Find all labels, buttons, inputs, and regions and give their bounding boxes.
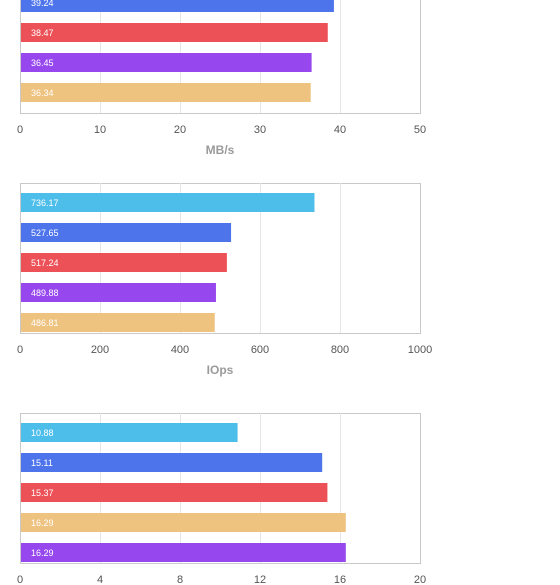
bar-value-label: 15.37 [31, 488, 54, 498]
bar [21, 483, 328, 502]
bar-value-label: 517.24 [31, 258, 59, 268]
x-tick-label: 30 [254, 124, 266, 136]
x-tick-label: 12 [254, 574, 266, 585]
x-tick-label: 0 [17, 124, 23, 136]
bar-value-label: 489.88 [31, 288, 59, 298]
bar-value-label: 736.17 [31, 198, 59, 208]
x-tick-label: 0 [17, 344, 23, 356]
x-tick-label: 16 [334, 574, 346, 585]
bar-value-label: 15.11 [31, 458, 53, 468]
x-tick-label: 600 [251, 344, 269, 356]
x-tick-label: 8 [177, 574, 183, 585]
bar-value-label: 16.29 [31, 548, 54, 558]
x-tick-label: 20 [414, 574, 426, 585]
x-tick-label: 40 [334, 124, 346, 136]
chart-3: 0 4 8 12 16 20 10.88 15.11 15.37 16.29 16.29 [17, 413, 426, 585]
x-tick-label: 10 [94, 124, 106, 136]
bar-value-label: 36.34 [31, 88, 54, 98]
bar-value-label: 36.45 [31, 58, 54, 68]
bar [21, 83, 311, 102]
bar [21, 313, 215, 332]
x-axis-label: IOps [207, 363, 234, 377]
bar-value-label: 16.29 [31, 518, 54, 528]
bar [21, 283, 216, 302]
x-tick-label: 800 [331, 344, 349, 356]
x-tick-label: 4 [97, 574, 103, 585]
bar [21, 253, 227, 272]
chart-2: 0 200 400 600 800 1000 736.17 527.65 517.24 489.8… [17, 183, 432, 377]
chart-1: 0 10 20 30 40 50 39.24 38.47 36.45 36.34 MB/s [17, 0, 426, 157]
bar [21, 453, 323, 472]
bar [21, 23, 328, 42]
x-tick-label: 400 [171, 344, 189, 356]
bar [21, 543, 346, 562]
bar [21, 53, 312, 72]
x-tick-label: 200 [91, 344, 109, 356]
x-tick-label: 50 [414, 124, 426, 136]
bar-value-label: 38.47 [31, 28, 54, 38]
x-tick-label: 0 [17, 574, 23, 585]
bar-value-label: 39.24 [31, 0, 54, 8]
bar-value-label: 527.65 [31, 228, 59, 238]
x-tick-label: 20 [174, 124, 186, 136]
bar [21, 193, 315, 212]
x-axis-label: MB/s [206, 143, 235, 157]
bar-value-label: 10.88 [31, 428, 54, 438]
x-tick-label: 1000 [408, 344, 432, 356]
bar [21, 0, 334, 12]
bar-value-label: 486.81 [31, 318, 59, 328]
bar [21, 423, 238, 442]
bar [21, 513, 346, 532]
bar [21, 223, 232, 242]
